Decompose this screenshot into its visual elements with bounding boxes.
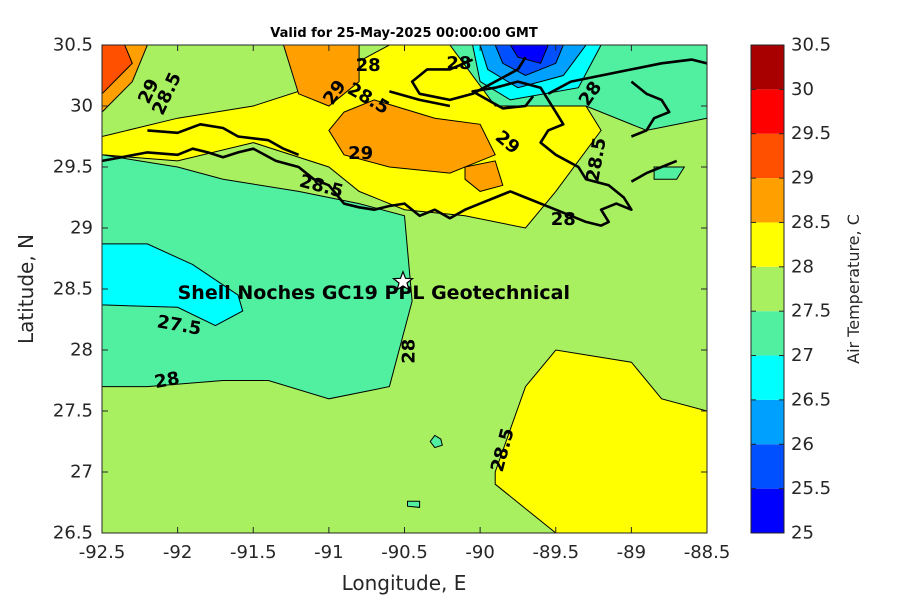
y-tick-label: 27 bbox=[70, 462, 93, 483]
colorbar-swatch bbox=[751, 178, 784, 223]
colorbar-tick-label: 26 bbox=[791, 434, 814, 455]
x-tick-label: -89.5 bbox=[532, 542, 579, 563]
colorbar-tick-label: 25 bbox=[791, 523, 814, 544]
colorbar-tick-label: 30.5 bbox=[791, 35, 831, 56]
x-axis-label: Longitude, E bbox=[342, 571, 467, 595]
x-tick-label: -91 bbox=[314, 542, 343, 563]
contour-label: 29 bbox=[348, 143, 373, 164]
x-tick-label: -89 bbox=[617, 542, 646, 563]
y-tick-label: 30.5 bbox=[53, 35, 93, 56]
contour-region bbox=[102, 45, 133, 95]
contour-region bbox=[429, 434, 443, 449]
colorbar-tick-label: 27.5 bbox=[791, 301, 831, 322]
colorbar-tick-label: 27 bbox=[791, 345, 814, 366]
y-tick-label: 28 bbox=[70, 340, 93, 361]
site-star-marker bbox=[391, 270, 415, 292]
colorbar-swatch bbox=[751, 311, 784, 356]
contour-label: 28 bbox=[356, 55, 381, 76]
colorbar-swatch bbox=[751, 45, 784, 90]
chart-title: Valid for 25-May-2025 00:00:00 GMT bbox=[270, 26, 538, 41]
colorbar-tick-label: 28 bbox=[791, 256, 814, 277]
x-tick-label: -92 bbox=[163, 542, 192, 563]
contour-region bbox=[282, 45, 360, 107]
colorbar-tick-label: 26.5 bbox=[791, 389, 831, 410]
coastline bbox=[547, 58, 707, 95]
colorbar-swatch bbox=[751, 222, 784, 267]
colorbar: 25 25.5 26 26.5 27 27.5 28 28.5 29 29.5 30 30.5 bbox=[750, 35, 831, 544]
y-tick-label: 29.5 bbox=[53, 157, 93, 178]
colorbar-swatch bbox=[751, 399, 784, 445]
contour-region bbox=[407, 500, 421, 508]
x-tick-label: -88.5 bbox=[684, 542, 731, 563]
contour-region bbox=[102, 154, 413, 400]
y-axis-label: Latitude, N bbox=[14, 234, 38, 344]
y-tick-label: 26.5 bbox=[53, 523, 93, 544]
contour-label: 28 bbox=[551, 209, 576, 230]
coastline bbox=[389, 90, 451, 108]
colorbar-swatch bbox=[751, 488, 784, 533]
colorbar-swatch bbox=[751, 133, 784, 179]
contour-label: 28 bbox=[153, 368, 181, 393]
contour-region bbox=[102, 243, 244, 327]
x-tick-label: -90.5 bbox=[381, 542, 428, 563]
coastline bbox=[410, 56, 527, 102]
colorbar-tick-label: 25.5 bbox=[791, 478, 831, 499]
contour-region bbox=[464, 160, 504, 192]
colorbar-tick-label: 28.5 bbox=[791, 212, 831, 233]
colorbar-swatch bbox=[751, 266, 784, 312]
contour-region bbox=[653, 166, 686, 180]
y-tick-label: 27.5 bbox=[53, 401, 93, 422]
coastline bbox=[630, 80, 671, 138]
y-tick-label: 28.5 bbox=[53, 279, 93, 300]
contour-region bbox=[509, 45, 549, 64]
x-tick-label: -91.5 bbox=[230, 542, 277, 563]
coastline bbox=[630, 159, 678, 183]
site-annotation: Shell Noches GC19 PPL Geotechnical bbox=[178, 282, 570, 304]
contour-label: 28 bbox=[399, 339, 420, 364]
x-tick-label: -90 bbox=[465, 542, 494, 563]
colorbar-tick-label: 30 bbox=[791, 79, 814, 100]
colorbar-swatch bbox=[751, 89, 784, 134]
colorbar-frame bbox=[750, 44, 785, 534]
coastline bbox=[102, 80, 633, 227]
y-tick-label: 30 bbox=[70, 96, 93, 117]
colorbar-swatch bbox=[751, 355, 784, 400]
contour-region bbox=[328, 99, 496, 174]
colorbar-tick-label: 29.5 bbox=[791, 123, 831, 144]
colorbar-tick-label: 29 bbox=[791, 168, 814, 189]
contour-region bbox=[494, 349, 707, 533]
contour-label: 28 bbox=[446, 53, 471, 74]
plot-area bbox=[102, 45, 707, 533]
x-tick-label: -92.5 bbox=[79, 542, 126, 563]
colorbar-swatch bbox=[751, 444, 784, 489]
coastline bbox=[147, 123, 300, 157]
y-tick-label: 29 bbox=[70, 218, 93, 239]
colorbar-label: Air Temperature, C bbox=[844, 214, 863, 364]
